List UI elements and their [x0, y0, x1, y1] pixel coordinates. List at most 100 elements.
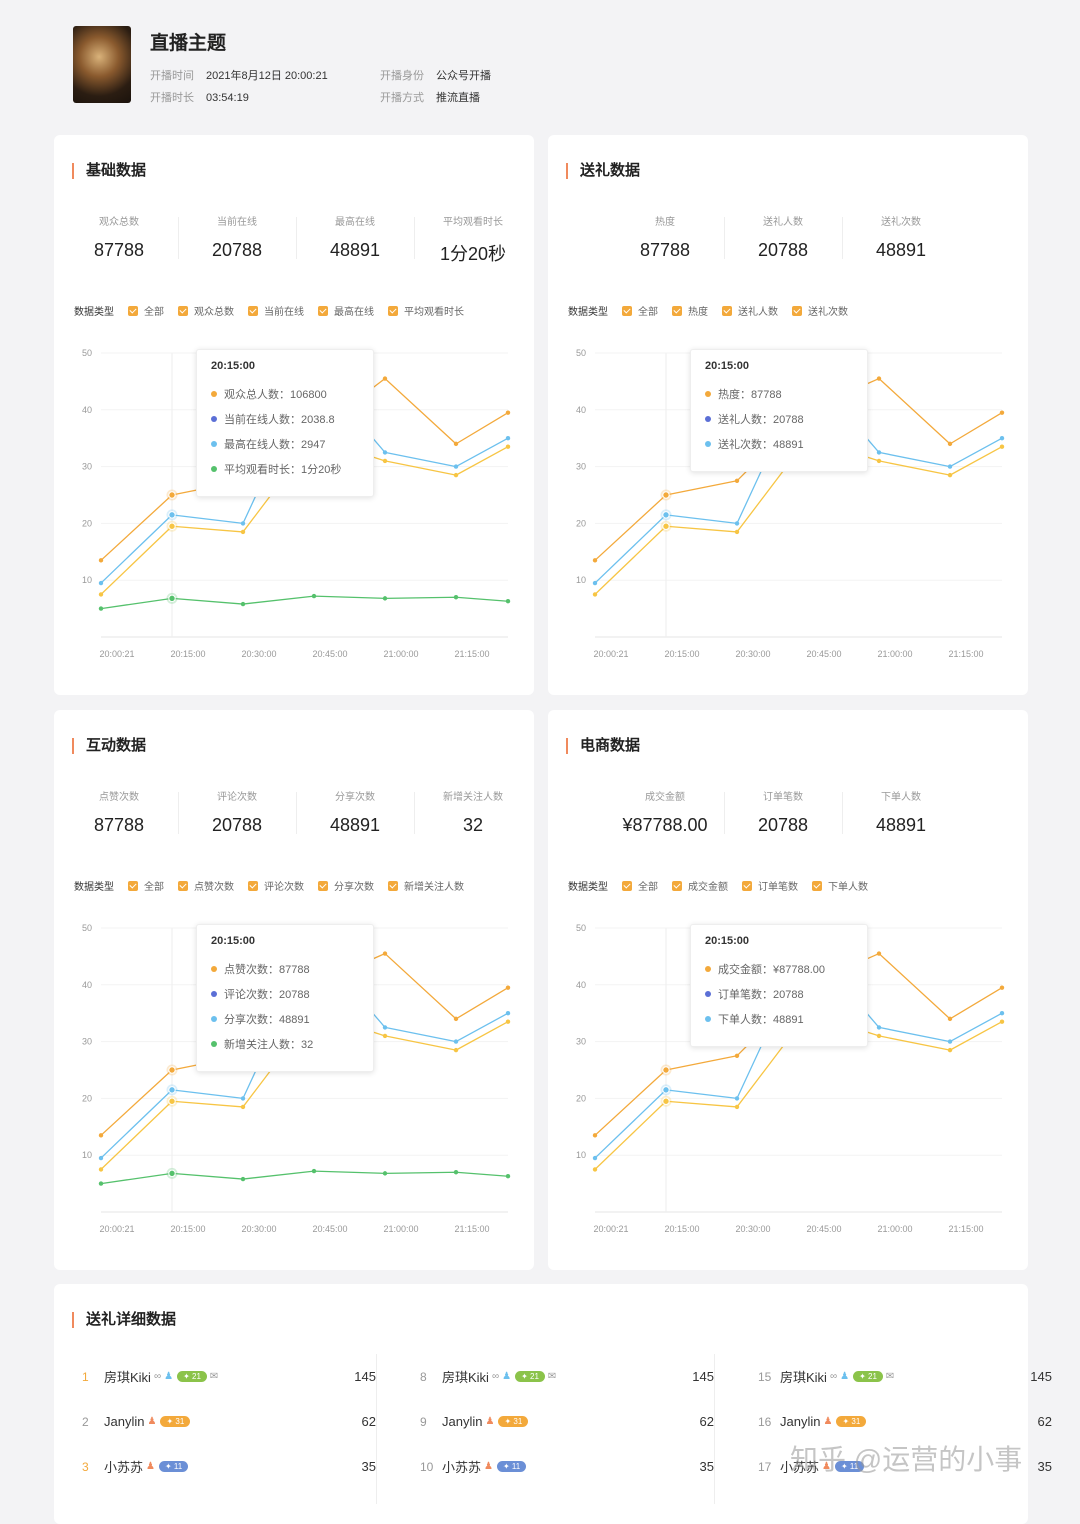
x-tick-label: 21:15:00: [454, 1224, 489, 1234]
gift-rank: 16: [758, 1414, 772, 1429]
legend-checkbox[interactable]: 平均观看时长: [388, 303, 464, 318]
data-point: [382, 951, 388, 956]
legend-checkbox[interactable]: 全部: [128, 303, 164, 318]
legend-checkbox[interactable]: 全部: [622, 303, 658, 318]
checkbox-checked-icon: [178, 305, 188, 316]
gift-row[interactable]: 9 Janylin ♟ ✦ 31 62: [420, 1399, 714, 1444]
series-dot-icon: [705, 966, 711, 972]
level-value: 21: [868, 1372, 877, 1381]
gender-user-icon: ♟: [164, 1371, 174, 1382]
data-point: [947, 1039, 953, 1044]
legend-checkbox[interactable]: 成交金额: [672, 878, 728, 893]
series-dot-icon: [211, 1041, 217, 1047]
stat-label: 送礼次数: [881, 217, 921, 228]
gift-user-name: Janylin: [442, 1414, 483, 1429]
data-point: [98, 592, 104, 597]
tooltip-time: 20:15:00: [705, 360, 750, 372]
gift-row[interactable]: 16 Janylin ♟ ✦ 31 62: [758, 1399, 1052, 1444]
gift-row[interactable]: 8 房琪Kiki ∞ ♟ ✦ 21 ✉ 145: [420, 1354, 714, 1399]
legend-checkbox[interactable]: 当前在线: [248, 303, 304, 318]
gift-row[interactable]: 2 Janylin ♟ ✦ 31 62: [82, 1399, 376, 1444]
legend-checkbox[interactable]: 评论次数: [248, 878, 304, 893]
data-point: [382, 1025, 388, 1030]
tooltip-row: 点赞次数：87788: [211, 961, 359, 977]
gift-row[interactable]: 1 房琪Kiki ∞ ♟ ✦ 21 ✉ 145: [82, 1354, 376, 1399]
stat-label: 观众总数: [99, 217, 139, 228]
active-data-point: [662, 1086, 670, 1094]
legend-checkbox[interactable]: 全部: [128, 878, 164, 893]
stat-value: 20788: [757, 815, 809, 835]
legend-checkbox[interactable]: 下单人数: [812, 878, 868, 893]
tooltip-row: 下单人数：48891: [705, 1011, 853, 1027]
legend-label: 当前在线: [264, 307, 304, 318]
data-point: [240, 1096, 246, 1101]
stat-item: 评论次数 20788: [178, 788, 296, 836]
gift-detail-card: 送礼详细数据 1 房琪Kiki ∞ ♟ ✦ 21 ✉ 145 2 Janylin ♟ ✦ 31 62 3…: [54, 1284, 1052, 1524]
level-value: 11: [511, 1462, 521, 1471]
data-point: [453, 595, 459, 600]
legend-checkbox[interactable]: 订单笔数: [742, 878, 798, 893]
gift-row[interactable]: 3 小苏苏 ♟ ✦ 11 35: [82, 1444, 376, 1489]
chart-tooltip: 20:15:00 热度：87788 送礼人数：20788 送礼次数：48891: [690, 349, 868, 472]
gift-rank: 15: [758, 1369, 772, 1384]
gift-rank: 1: [82, 1369, 89, 1384]
gift-rank: 2: [82, 1414, 89, 1429]
data-point: [592, 1167, 598, 1172]
y-tick-label: 10: [576, 1150, 586, 1160]
stats-row: 热度 87788 送礼人数 20788 送礼次数 48891: [606, 213, 960, 261]
legend-title: 数据类型: [568, 307, 608, 318]
series-dot-icon: [211, 391, 217, 397]
tooltip-text: 下单人数：48891: [718, 1014, 804, 1026]
tooltip-row: 最高在线人数：2947: [211, 436, 359, 452]
y-tick-label: 20: [576, 1093, 586, 1103]
legend-title: 数据类型: [568, 882, 608, 893]
watermark: 知乎 @运营的小事: [790, 1444, 1023, 1475]
legend-checkbox[interactable]: 点赞次数: [178, 878, 234, 893]
legend-checkbox[interactable]: 全部: [622, 878, 658, 893]
legend-label: 全部: [144, 307, 164, 318]
tooltip-time: 20:15:00: [211, 935, 256, 947]
message-icon: ✉: [885, 1371, 895, 1382]
legend-checkbox[interactable]: 分享次数: [318, 878, 374, 893]
active-data-point: [168, 491, 176, 499]
y-tick-label: 50: [576, 923, 586, 933]
data-point: [98, 1133, 104, 1138]
stat-label: 下单人数: [881, 792, 921, 803]
legend-checkbox[interactable]: 新增关注人数: [388, 878, 464, 893]
legend-label: 送礼人数: [738, 307, 778, 318]
legend-checkbox[interactable]: 观众总数: [178, 303, 234, 318]
gift-count: 35: [699, 1459, 714, 1474]
chart-tooltip: 20:15:00 点赞次数：87788 评论次数：20788 分享次数：48891 新增…: [196, 924, 374, 1072]
data-point: [382, 596, 388, 601]
level-value: 21: [530, 1372, 539, 1381]
gender-user-icon: ♟: [485, 1416, 495, 1427]
y-tick-label: 40: [576, 980, 586, 990]
data-point: [311, 1168, 317, 1174]
line-chart[interactable]: 50 40 30 20 10 20:00:21 20:15:00 20:30:00 20:45:…: [548, 335, 1028, 675]
gift-row[interactable]: 17 小苏苏 ♟ ✦ 11 35: [758, 1444, 1052, 1489]
data-point: [999, 985, 1005, 990]
gender-user-icon: ♟: [146, 1461, 155, 1472]
legend-label: 全部: [144, 882, 164, 893]
legend-label: 最高在线: [334, 307, 374, 318]
tooltip-row: 热度：87788: [705, 386, 853, 402]
legend-checkbox[interactable]: 最高在线: [318, 303, 374, 318]
legend-checkbox[interactable]: 送礼次数: [792, 303, 848, 318]
legend-checkbox[interactable]: 送礼人数: [722, 303, 778, 318]
live-header: 直播主题 开播时间 2021年8月12日 20:00:21 开播时长 03:54:1…: [0, 0, 1080, 120]
stat-value: ¥87788.00: [622, 815, 708, 835]
data-point: [98, 606, 104, 611]
gift-count: 62: [699, 1414, 714, 1429]
ecommerce-data-card: 电商数据 成交金额 ¥87788.00 订单笔数 20788 下单人数 48891 数据类型 全…: [548, 710, 1028, 1270]
legend-checkbox[interactable]: 热度: [672, 303, 708, 318]
gift-row[interactable]: 10 小苏苏 ♟ ✦ 11 35: [420, 1444, 714, 1489]
gift-row[interactable]: 15 房琪Kiki ∞ ♟ ✦ 21 ✉ 145: [758, 1354, 1052, 1399]
data-point: [947, 1047, 953, 1053]
stat-label: 点赞次数: [99, 792, 139, 803]
legend-label: 点赞次数: [194, 882, 234, 893]
stat-label: 热度: [655, 217, 675, 228]
gender-user-icon: ♟: [823, 1416, 833, 1427]
stat-value: 87788: [93, 815, 145, 835]
tooltip-row: 成交金额：¥87788.00: [705, 961, 853, 977]
x-tick-label: 20:15:00: [170, 649, 205, 659]
